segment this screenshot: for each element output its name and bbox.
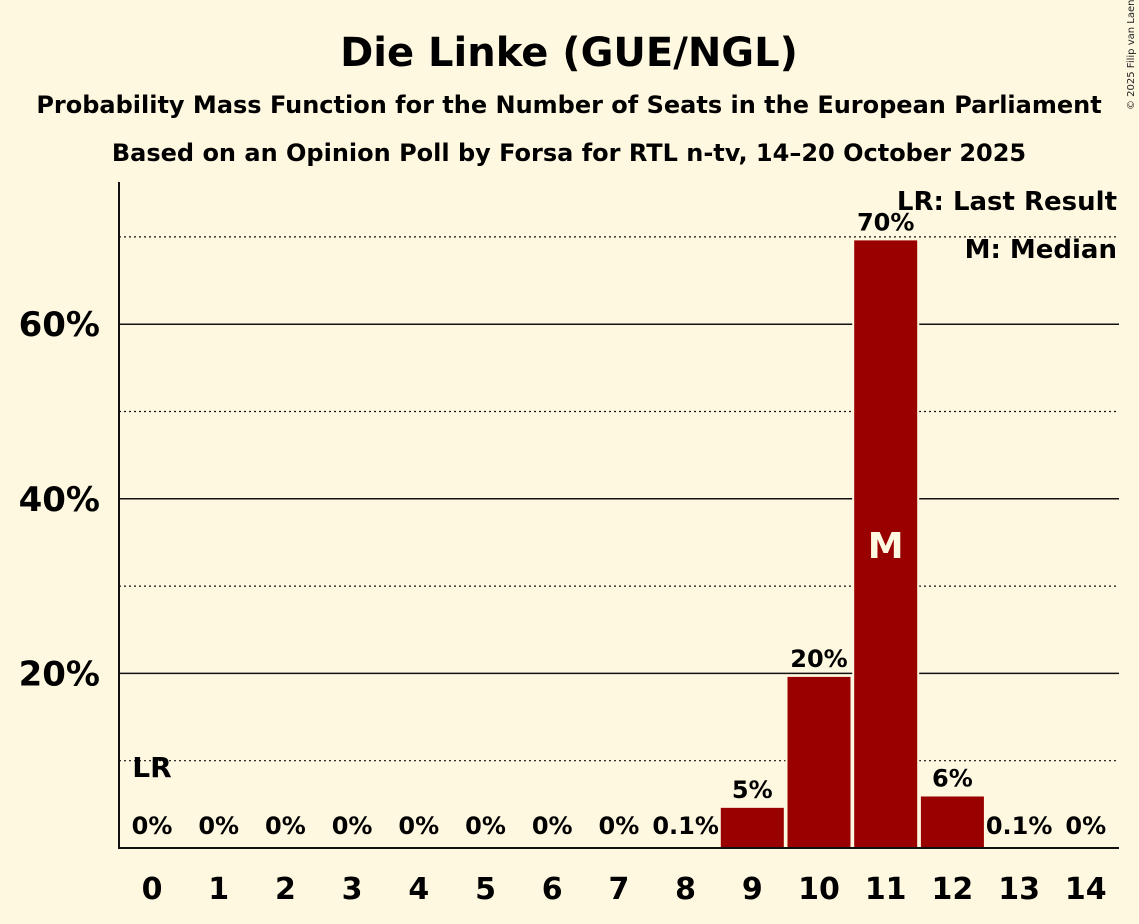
- data-label-13: 0.1%: [986, 812, 1053, 840]
- legend-last-result: LR: Last Result: [897, 187, 1117, 217]
- data-label-2: 0%: [265, 812, 306, 840]
- data-label-4: 0%: [398, 812, 439, 840]
- y-axis-ticks: 20% 40% 60%: [19, 305, 100, 694]
- x-tick-label-0: 0: [142, 872, 163, 907]
- x-tick-label-13: 13: [998, 872, 1040, 907]
- chart-source: Based on an Opinion Poll by Forsa for RT…: [112, 139, 1026, 167]
- data-label-14: 0%: [1065, 812, 1106, 840]
- y-tick-label-2: 60%: [19, 305, 100, 345]
- x-tick-label-6: 6: [542, 872, 563, 907]
- data-label-3: 0%: [332, 812, 373, 840]
- x-tick-label-12: 12: [932, 872, 974, 907]
- data-label-1: 0%: [198, 812, 239, 840]
- x-tick-label-3: 3: [342, 872, 363, 907]
- x-tick-label-11: 11: [865, 872, 907, 907]
- data-label-0: 0%: [132, 812, 173, 840]
- y-tick-label-0: 20%: [19, 654, 100, 694]
- data-label-11: 70%: [857, 208, 914, 236]
- copyright-text: © 2025 Filip van Laenen: [1126, 0, 1137, 110]
- bars: [718, 238, 986, 849]
- x-tick-label-7: 7: [608, 872, 629, 907]
- data-label-10: 20%: [790, 645, 847, 673]
- x-tick-label-9: 9: [742, 872, 763, 907]
- bar-11: [854, 240, 918, 849]
- data-label-9: 5%: [732, 776, 773, 804]
- x-tick-label-1: 1: [208, 872, 229, 907]
- x-tick-label-10: 10: [798, 872, 840, 907]
- x-tick-label-2: 2: [275, 872, 296, 907]
- x-axis-ticks: 0 1 2 3 4 5 6 7 8 9 10 11 12 13 14: [142, 872, 1107, 907]
- bar-12: [920, 796, 984, 848]
- legend-median: M: Median: [965, 235, 1117, 265]
- chart-title: Die Linke (GUE/NGL): [340, 30, 798, 76]
- x-tick-label-5: 5: [475, 872, 496, 907]
- data-label-12: 6%: [932, 764, 973, 792]
- bar-9: [720, 807, 784, 848]
- data-label-7: 0%: [599, 812, 640, 840]
- chart-subtitle: Probability Mass Function for the Number…: [36, 91, 1101, 119]
- x-tick-label-4: 4: [408, 872, 429, 907]
- data-labels: 0% 0% 0% 0% 0% 0% 0% 0% 0.1% 5% 20% 70% 6% 0.1% 0% M LR: [132, 208, 1107, 840]
- last-result-marker: LR: [132, 751, 171, 784]
- median-marker: M: [868, 526, 904, 567]
- gridlines: [119, 236, 1119, 762]
- y-tick-label-1: 40%: [19, 480, 100, 520]
- bar-10: [787, 676, 851, 848]
- data-label-6: 0%: [532, 812, 573, 840]
- data-label-8: 0.1%: [652, 812, 719, 840]
- x-tick-label-8: 8: [675, 872, 696, 907]
- data-label-5: 0%: [465, 812, 506, 840]
- x-tick-label-14: 14: [1065, 872, 1107, 907]
